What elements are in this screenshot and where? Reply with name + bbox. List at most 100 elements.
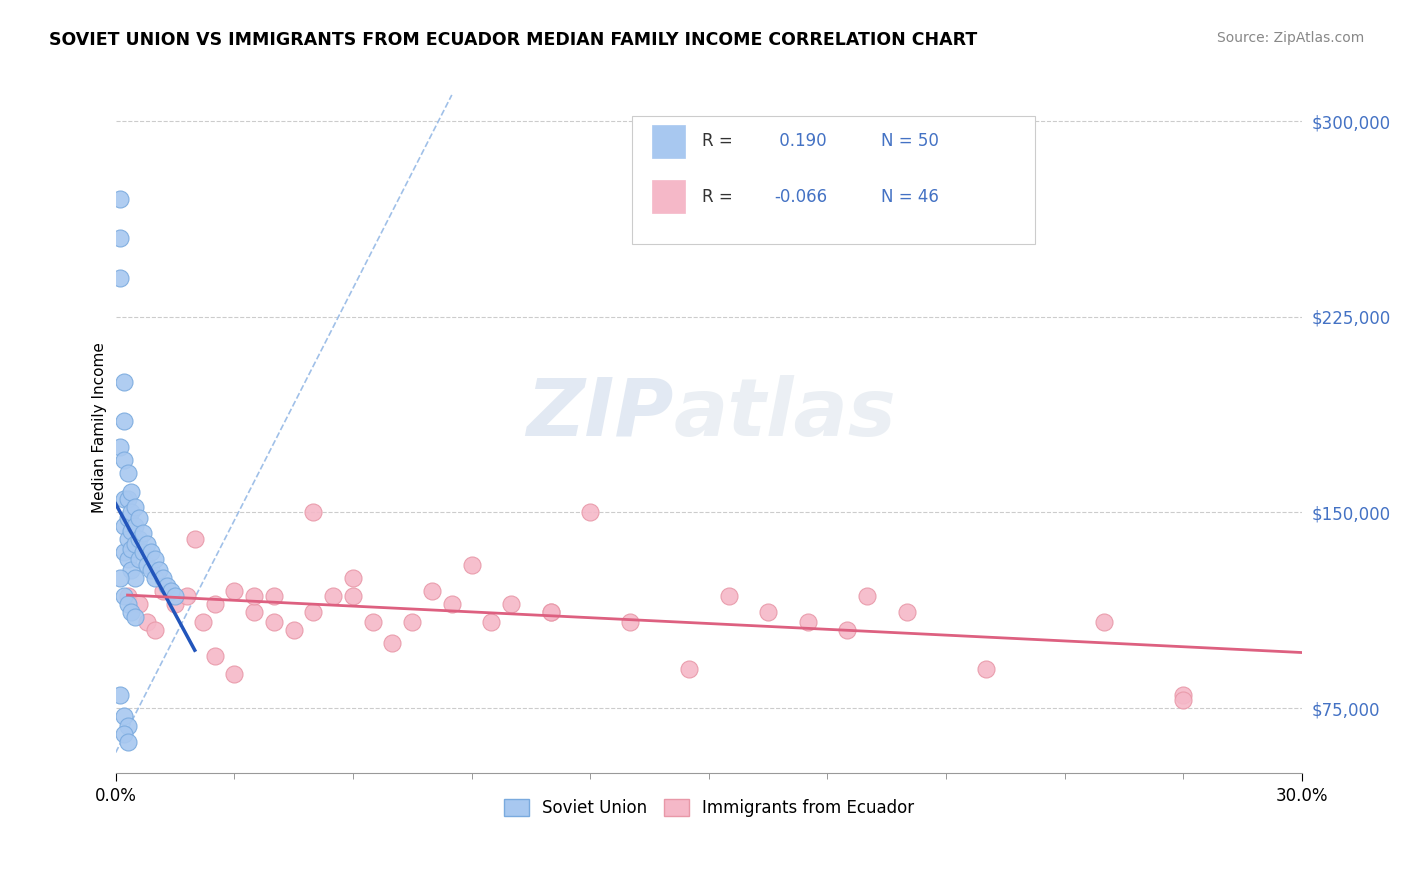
Point bbox=[117, 510, 139, 524]
Point bbox=[243, 589, 266, 603]
Point bbox=[108, 571, 131, 585]
Point bbox=[361, 615, 384, 629]
Point bbox=[176, 589, 198, 603]
Text: atlas: atlas bbox=[673, 375, 896, 453]
Point bbox=[1092, 615, 1115, 629]
Point bbox=[117, 532, 139, 546]
Point bbox=[121, 506, 143, 520]
Point bbox=[460, 558, 482, 572]
FancyBboxPatch shape bbox=[631, 117, 1035, 244]
Point bbox=[132, 526, 155, 541]
Point bbox=[117, 467, 139, 481]
Point bbox=[124, 571, 146, 585]
Point bbox=[837, 623, 859, 637]
Point bbox=[717, 589, 740, 603]
Point bbox=[143, 552, 166, 566]
Text: -0.066: -0.066 bbox=[775, 187, 827, 206]
Point bbox=[479, 615, 502, 629]
Point bbox=[128, 532, 150, 546]
Legend: Soviet Union, Immigrants from Ecuador: Soviet Union, Immigrants from Ecuador bbox=[496, 792, 921, 824]
Point bbox=[224, 583, 246, 598]
Point bbox=[121, 484, 143, 499]
Point bbox=[243, 605, 266, 619]
Point bbox=[112, 544, 135, 558]
Point bbox=[440, 597, 463, 611]
Point bbox=[112, 453, 135, 467]
Point bbox=[136, 558, 159, 572]
Point bbox=[112, 414, 135, 428]
Point bbox=[112, 518, 135, 533]
Text: N = 50: N = 50 bbox=[882, 132, 939, 151]
Point bbox=[619, 615, 641, 629]
Point bbox=[501, 597, 523, 611]
Point bbox=[121, 605, 143, 619]
Point bbox=[143, 623, 166, 637]
Point bbox=[121, 541, 143, 556]
Point bbox=[117, 597, 139, 611]
Text: R =: R = bbox=[702, 132, 733, 151]
Point bbox=[302, 605, 325, 619]
Point bbox=[112, 709, 135, 723]
Point bbox=[263, 615, 285, 629]
Point bbox=[191, 615, 214, 629]
Text: N = 46: N = 46 bbox=[882, 187, 939, 206]
Point bbox=[163, 589, 186, 603]
Point bbox=[678, 662, 700, 676]
Point bbox=[117, 492, 139, 507]
Point bbox=[342, 589, 364, 603]
Point bbox=[342, 571, 364, 585]
Point bbox=[128, 597, 150, 611]
Point bbox=[141, 563, 163, 577]
Point bbox=[1173, 693, 1195, 707]
Point bbox=[121, 524, 143, 538]
Point bbox=[540, 605, 562, 619]
Point bbox=[112, 375, 135, 389]
Point bbox=[540, 605, 562, 619]
Point bbox=[796, 615, 818, 629]
Point bbox=[124, 537, 146, 551]
Point bbox=[112, 727, 135, 741]
Point bbox=[381, 636, 404, 650]
Point bbox=[136, 537, 159, 551]
Point bbox=[108, 270, 131, 285]
Point bbox=[856, 589, 879, 603]
Point bbox=[283, 623, 305, 637]
Point bbox=[136, 615, 159, 629]
Text: Source: ZipAtlas.com: Source: ZipAtlas.com bbox=[1216, 31, 1364, 45]
Point bbox=[322, 589, 344, 603]
Point bbox=[1173, 688, 1195, 702]
Point bbox=[117, 719, 139, 733]
Text: ZIP: ZIP bbox=[526, 375, 673, 453]
Point bbox=[117, 589, 139, 603]
Point bbox=[420, 583, 443, 598]
Point bbox=[108, 688, 131, 702]
Point bbox=[579, 506, 602, 520]
Point bbox=[401, 615, 423, 629]
Point bbox=[224, 667, 246, 681]
Point bbox=[896, 605, 918, 619]
Point bbox=[108, 231, 131, 245]
Point bbox=[148, 563, 170, 577]
Point bbox=[112, 492, 135, 507]
Point bbox=[143, 571, 166, 585]
Point bbox=[160, 583, 183, 598]
Point bbox=[128, 510, 150, 524]
Point bbox=[117, 552, 139, 566]
Point bbox=[108, 192, 131, 206]
Point bbox=[974, 662, 997, 676]
Point bbox=[124, 518, 146, 533]
Point bbox=[112, 589, 135, 603]
Point bbox=[156, 578, 179, 592]
Point bbox=[302, 506, 325, 520]
Point bbox=[121, 563, 143, 577]
Point bbox=[152, 583, 174, 598]
Text: R =: R = bbox=[702, 187, 733, 206]
Bar bbox=[652, 180, 685, 213]
Point bbox=[204, 597, 226, 611]
Point bbox=[152, 571, 174, 585]
Point bbox=[132, 544, 155, 558]
Point bbox=[184, 532, 207, 546]
Point bbox=[108, 440, 131, 454]
Bar bbox=[652, 125, 685, 158]
Text: 0.190: 0.190 bbox=[775, 132, 827, 151]
